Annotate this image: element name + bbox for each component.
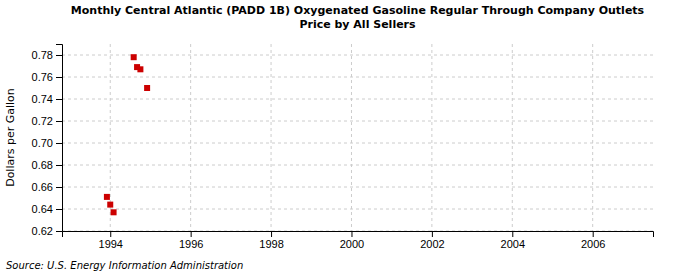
tick: 0.66 bbox=[32, 181, 62, 193]
tick-label: 0.68 bbox=[32, 159, 53, 171]
grid-line bbox=[592, 44, 593, 231]
tick-mark bbox=[432, 231, 433, 237]
tick-mark bbox=[110, 231, 111, 237]
tick-label: 2002 bbox=[420, 238, 444, 250]
chart: 1994 1996 1998 2000 2002 2004 2006 0.62 0.64 0.66… bbox=[0, 0, 675, 275]
tick-mark bbox=[56, 231, 62, 232]
tick-label: 2006 bbox=[581, 238, 605, 250]
tick-label: 2000 bbox=[340, 238, 364, 250]
point bbox=[111, 209, 117, 215]
grid-line bbox=[62, 99, 653, 100]
points bbox=[104, 54, 150, 215]
tick: 1994 bbox=[99, 231, 123, 250]
tick-label: 0.76 bbox=[32, 71, 53, 83]
grid-line bbox=[431, 44, 432, 231]
point bbox=[107, 202, 113, 208]
point bbox=[104, 194, 110, 200]
tick: 1996 bbox=[179, 231, 203, 250]
point bbox=[137, 66, 143, 72]
axis-line bbox=[56, 45, 63, 232]
tick: 2006 bbox=[581, 231, 605, 250]
tick-mark bbox=[56, 165, 62, 166]
grid-line bbox=[512, 44, 513, 231]
tick: 2004 bbox=[501, 231, 525, 250]
point bbox=[144, 85, 150, 91]
tick-mark bbox=[56, 55, 62, 56]
x-axis: 1994 1996 1998 2000 2002 2004 2006 bbox=[63, 231, 654, 250]
tick-mark bbox=[191, 231, 192, 237]
tick-mark bbox=[56, 143, 62, 144]
grid-line bbox=[190, 44, 191, 231]
grid-line bbox=[62, 55, 653, 56]
tick-label: 1996 bbox=[179, 238, 203, 250]
tick-label: 0.64 bbox=[32, 203, 53, 215]
tick-label: 0.70 bbox=[32, 137, 53, 149]
plot: 1994 1996 1998 2000 2002 2004 2006 0.62 0.64 0.66… bbox=[32, 44, 654, 250]
tick-mark bbox=[56, 121, 62, 122]
tick: 0.68 bbox=[32, 159, 62, 171]
tick-mark bbox=[512, 231, 513, 237]
grid-line bbox=[62, 77, 653, 78]
annotation: Source: U.S. Energy Information Administ… bbox=[6, 260, 243, 271]
tick-label: 1994 bbox=[99, 238, 123, 250]
tick-label: 0.66 bbox=[32, 181, 53, 193]
tick-mark bbox=[56, 99, 62, 100]
tick: 0.64 bbox=[32, 203, 62, 215]
axis-line bbox=[63, 232, 654, 238]
tick: 1998 bbox=[259, 231, 283, 250]
tick: 0.74 bbox=[32, 93, 62, 105]
tick-label: 0.74 bbox=[32, 93, 53, 105]
grid-line bbox=[62, 209, 653, 210]
title: Monthly Central Atlantic (PADD 1B) Oxyge… bbox=[71, 4, 645, 31]
grid-line bbox=[62, 187, 653, 188]
tick: 0.72 bbox=[32, 115, 62, 127]
tick-mark bbox=[351, 231, 352, 237]
tick: 2002 bbox=[420, 231, 444, 250]
tick-label: 0.62 bbox=[32, 225, 53, 237]
tick: 0.62 bbox=[32, 225, 62, 237]
tick-mark bbox=[271, 231, 272, 237]
tick: 2000 bbox=[340, 231, 364, 250]
tick: 0.70 bbox=[32, 137, 62, 149]
y-axis-title: Dollars per Gallon bbox=[4, 88, 17, 187]
tick: 0.76 bbox=[32, 71, 62, 83]
y-axis: 0.62 0.64 0.66 0.68 0.70 0.72 0.74 0.76 0.78 bbox=[32, 45, 63, 238]
point bbox=[131, 54, 137, 60]
tick-label: 2004 bbox=[501, 238, 525, 250]
grid-line bbox=[62, 121, 653, 122]
grid-line bbox=[271, 44, 272, 231]
tick-label: 1998 bbox=[259, 238, 283, 250]
tick-label: 0.72 bbox=[32, 115, 53, 127]
tick-mark bbox=[593, 231, 594, 237]
tick-mark bbox=[56, 77, 62, 78]
tick: 0.78 bbox=[32, 49, 62, 61]
tick-mark bbox=[56, 187, 62, 188]
tick-label: 0.78 bbox=[32, 49, 53, 61]
grid bbox=[62, 44, 653, 231]
tick-mark bbox=[56, 209, 62, 210]
grid-line bbox=[351, 44, 352, 231]
grid-line bbox=[62, 165, 653, 166]
grid-line bbox=[62, 143, 653, 144]
